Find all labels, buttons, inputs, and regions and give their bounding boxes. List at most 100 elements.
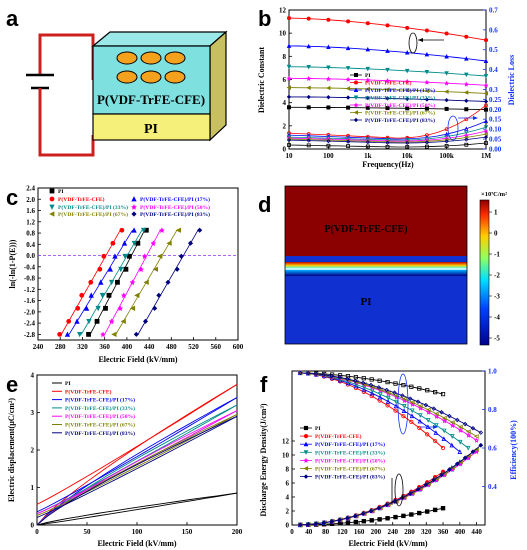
- b-dk-point: [464, 56, 469, 61]
- f-xtick-label: 320: [421, 528, 432, 536]
- b-legend-marker: [353, 117, 359, 123]
- e-xtick-label: 0: [35, 528, 39, 536]
- electrode-2: [140, 51, 162, 65]
- f-eff-point: [457, 449, 463, 454]
- e-legend-item: PI: [65, 381, 71, 387]
- b-arrow-left-head: [418, 38, 423, 42]
- c-ytick-label: 2.4: [26, 185, 35, 193]
- b-loss-line-0: [288, 142, 487, 148]
- c-xtick-label: 320: [77, 343, 88, 351]
- e-loop-charge-0: [36, 492, 238, 526]
- b-dk-line-2: [288, 45, 487, 62]
- c-xtick-label: 360: [99, 343, 110, 351]
- f-energy-point: [298, 522, 303, 528]
- f-eff-point: [385, 379, 390, 385]
- b-dk-point: [345, 76, 351, 82]
- f-eff-point: [434, 413, 440, 419]
- b-y2tick-label: 0.20: [489, 106, 502, 114]
- c-ytick-label: -0.8: [24, 275, 36, 283]
- c-point: [100, 331, 106, 338]
- b-dk-point: [365, 86, 370, 92]
- f-energy-point: [321, 520, 327, 526]
- c-point: [150, 240, 157, 247]
- f-energy-point: [478, 442, 484, 448]
- b-dk-point: [444, 53, 449, 59]
- f-eff-point: [361, 376, 366, 381]
- b-legend-marker: [353, 95, 359, 100]
- f-energy-point: [352, 513, 358, 519]
- b-y2tick-label: 0.15: [489, 116, 502, 124]
- b-dk-point: [424, 69, 430, 75]
- b-loss-point: [326, 143, 331, 148]
- b-dk-point: [385, 48, 390, 53]
- c-xtick-label: 240: [33, 343, 44, 351]
- f-arrow-right-head: [433, 425, 438, 429]
- b-loss-point: [444, 134, 449, 139]
- f-energy-point: [401, 513, 406, 519]
- b-dk-point: [325, 85, 331, 91]
- f-energy-point: [305, 522, 311, 527]
- e-legend-item: P(VDF-TrFE-CFE): [65, 388, 112, 395]
- d-cb-tick-label: 0: [494, 230, 498, 238]
- f-eff-point: [360, 380, 366, 386]
- f-eff-point: [361, 389, 366, 394]
- f-energy-point: [329, 519, 335, 524]
- c-point: [66, 318, 72, 324]
- b-dk-point: [365, 95, 370, 101]
- d-top-label: P(VDF-TrFE-CFE): [324, 224, 407, 235]
- b-dk-point: [326, 65, 331, 70]
- f-eff-point: [409, 400, 415, 405]
- b-loss-point: [444, 139, 449, 144]
- panel-f-ylabel: Discharge Energy Density(J/cm³): [259, 403, 268, 516]
- b-dk-point: [385, 106, 390, 111]
- b-dk-point: [444, 97, 449, 103]
- f-energy-point: [440, 505, 446, 511]
- b-y2tick-label: 0.10: [489, 126, 502, 134]
- f-eff-point: [447, 413, 452, 419]
- b-dk-point: [346, 105, 351, 110]
- b-dk-point: [326, 76, 331, 82]
- circuit-wire: [38, 33, 95, 157]
- f-xtick-label: 280: [404, 528, 415, 536]
- e-ytick-label: 0: [31, 522, 35, 530]
- c-point: [129, 279, 136, 286]
- f-ytick-label: 0: [286, 522, 290, 530]
- f-eff-point: [369, 393, 374, 399]
- f-eff-point: [401, 396, 407, 402]
- f-eff-point: [401, 404, 407, 409]
- b-legend-item: P(VDF-TrFE-CFE)/PI (17%): [365, 87, 435, 94]
- b-dk-point: [464, 72, 469, 78]
- f-eff-point: [401, 414, 406, 419]
- panel-e: e 0 50 100 150 200 0 1 2 3 4 PIP(VDF-TrFE-CFE) P(V…: [6, 372, 243, 549]
- b-loss-point: [483, 125, 489, 130]
- b-dk-point: [463, 90, 469, 95]
- f-eff-point: [417, 418, 423, 424]
- e-xtick-label: 50: [84, 528, 92, 536]
- b-dk-point: [345, 86, 351, 91]
- b-y2tick-label: 0.25: [489, 96, 502, 104]
- b-dk-point: [306, 64, 311, 70]
- f-eff-point: [353, 378, 358, 384]
- f-energy-point: [313, 521, 319, 527]
- f-energy-point: [462, 455, 468, 461]
- b-dk-point: [424, 97, 430, 102]
- b-ytick-label: 10: [279, 30, 287, 38]
- panel-c-label: c: [6, 185, 18, 210]
- c-point: [175, 227, 181, 233]
- f-legend-item: P(VDF-TrFE-CFE)/PI (67%): [315, 466, 385, 473]
- block-side-face: [209, 30, 227, 142]
- c-point: [159, 227, 165, 234]
- b-loss-point: [346, 139, 351, 144]
- b-legend-item: PI: [365, 73, 371, 79]
- b-dk-point: [286, 16, 291, 21]
- b-dk-point: [346, 19, 351, 24]
- panel-f-y2label: Efficiency(100%): [509, 420, 518, 480]
- panel-e-ticks: 0 50 100 150 200 0 1 2 3 4: [31, 372, 243, 537]
- f-eff-point: [377, 394, 383, 400]
- c-point: [121, 292, 127, 299]
- c-point: [197, 227, 203, 233]
- f-eff-point: [415, 399, 421, 405]
- b-legend-marker: [353, 110, 359, 115]
- f-energy-point: [417, 510, 422, 516]
- f-eff-point: [439, 409, 444, 415]
